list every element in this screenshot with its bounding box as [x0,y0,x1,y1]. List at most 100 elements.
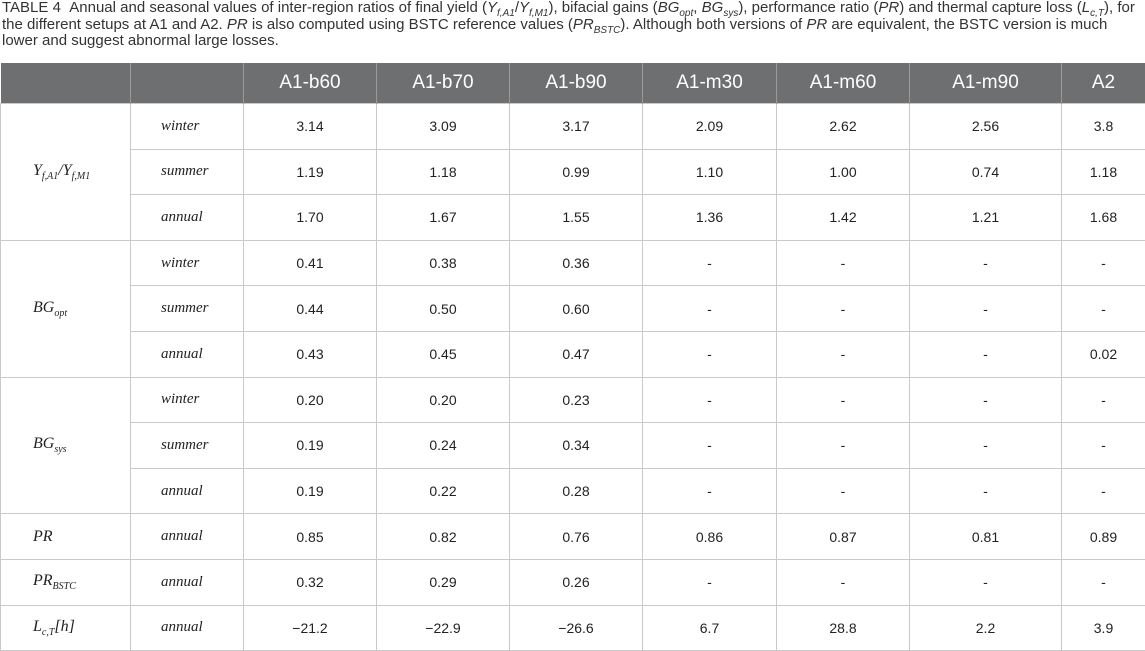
value-cell: 0.85 [243,513,377,560]
group-label: BGopt [0,239,131,378]
table-row: annual 0.43 0.45 0.47- - -0.02 [1,330,1145,378]
value-cell: 1.68 [1061,194,1145,241]
value-cell: 1.18 [376,148,510,196]
value-cell: 2.56 [909,103,1062,150]
value-cell: 1.19 [243,148,377,196]
caption-text: ). Although both versions of [620,15,807,33]
season-cell: summer [130,422,244,469]
label-part: BG [33,435,55,453]
table-row: summer 0.44 0.50 0.60- - - - [1,285,1145,332]
group-label: Lc,T[h] [0,604,131,651]
value-cell: 0.43 [243,330,377,378]
column-header: A1-m60 [776,63,910,104]
header-cell [0,63,131,104]
season-cell: summer [130,285,244,332]
value-cell: 1.42 [776,194,910,241]
value-cell: 3.9 [1061,604,1145,651]
label-part: c,T [41,626,55,638]
season-cell: winter [130,103,244,150]
value-cell: 2.2 [909,604,1062,651]
value-cell: - [776,330,910,378]
value-cell: 0.32 [243,558,377,606]
table-row: summer 0.19 0.24 0.34- - - - [1,422,1145,469]
caption-text: PR [806,15,828,33]
value-cell: - [776,558,910,606]
group-label: Yf,A1/Yf,M1 [0,103,131,241]
caption-text: Annual and seasonal values of inter-regi… [69,0,488,16]
table-row: BGopt winter 0.41 0.38 0.36- - - - [0,239,1145,378]
value-cell: 1.67 [376,194,510,241]
value-cell: - [1061,376,1145,424]
value-cell: 1.55 [509,194,643,241]
caption-text: ), performance ratio ( [738,0,879,16]
value-cell: 0.45 [376,330,510,378]
value-cell: - [1061,558,1145,606]
caption-text: ), bifacial gains ( [548,0,658,16]
value-cell: - [909,285,1062,332]
column-header: A1-m90 [909,63,1062,104]
season-cell: annual [130,513,244,560]
value-cell: - [776,422,910,469]
value-cell: 0.86 [642,513,777,560]
value-cell: 0.34 [509,422,643,469]
season-cell: annual [130,467,244,515]
value-cell: −22.9 [376,604,510,651]
value-cell: 3.8 [1061,103,1145,150]
table-row: BGsys winter 0.20 0.20 0.23- - - - [0,376,1145,515]
caption-text: L [1081,0,1091,16]
value-cell: 0.87 [776,513,910,560]
value-cell: - [642,285,777,332]
value-cell: 0.28 [509,467,643,515]
value-cell: −21.2 [243,604,377,651]
value-cell: 1.70 [243,194,377,241]
value-cell: - [1061,422,1145,469]
season-cell: summer [130,148,244,196]
value-cell: - [909,558,1062,606]
value-cell: - [642,330,777,378]
caption-text: PR [572,15,594,33]
caption-text: PR [226,15,248,33]
table-number: TABLE 4 [2,0,61,16]
value-cell: 0.29 [376,558,510,606]
value-cell: 0.44 [243,285,377,332]
column-header: A2 [1061,63,1145,104]
value-cell: 6.7 [642,604,777,651]
value-cell: 0.50 [376,285,510,332]
caption-text: f,A1 [497,8,515,19]
header-row: A1-b60 A1-b70 A1-b90 A1-m30 A1-m60 A1-m90 A2 [0,63,1145,104]
value-cell: 28.8 [776,604,910,651]
caption-text: are equivalent, the BSTC version is much… [2,15,1108,49]
value-cell: 0.36 [509,239,643,287]
value-cell: 0.20 [376,376,510,424]
value-cell: 0.02 [1061,330,1145,378]
label-part: PR [33,527,53,545]
table-row: Lc,T[h] annual −21.2 −22.9 −26.6 6.7 28.8 2.2 3.… [0,604,1145,651]
table-row: Yf,A1/Yf,M1 winter 3.14 3.09 3.17 2.09 2.62 2.5… [0,103,1145,241]
caption-text: PR [878,0,900,16]
caption-text: / [514,0,519,16]
value-cell: 0.19 [243,467,377,515]
caption-text: is also computed using BSTC reference va… [247,15,573,33]
value-cell: 3.14 [243,103,377,150]
group-label: PRBSTC [0,558,131,606]
column-header: A1-b70 [376,63,510,104]
value-cell: - [776,239,910,287]
group-label: PR [0,513,131,560]
table-body: Yf,A1/Yf,M1 winter 3.14 3.09 3.17 2.09 2.62 2.5… [0,103,1145,651]
caption-text: ), for the different setups at A1 and A2… [2,0,1135,33]
label-part: BSTC [52,581,76,593]
value-cell: 0.99 [509,148,643,196]
value-cell: - [909,330,1062,378]
caption-text: f,M1 [529,8,549,19]
column-header: A1-m30 [642,63,777,104]
value-cell: - [1061,467,1145,515]
caption: TABLE 4 Annual and seasonal values of in… [0,0,1145,63]
value-cell: 0.24 [376,422,510,469]
table-row: PRBSTC annual 0.32 0.29 0.26- - - - [0,558,1145,606]
value-cell: −26.6 [509,604,643,651]
label-part: Y [33,161,42,179]
caption-text: , [693,0,702,16]
value-cell: - [642,558,777,606]
caption-text: BG [701,0,724,16]
value-cell: 2.62 [776,103,910,150]
